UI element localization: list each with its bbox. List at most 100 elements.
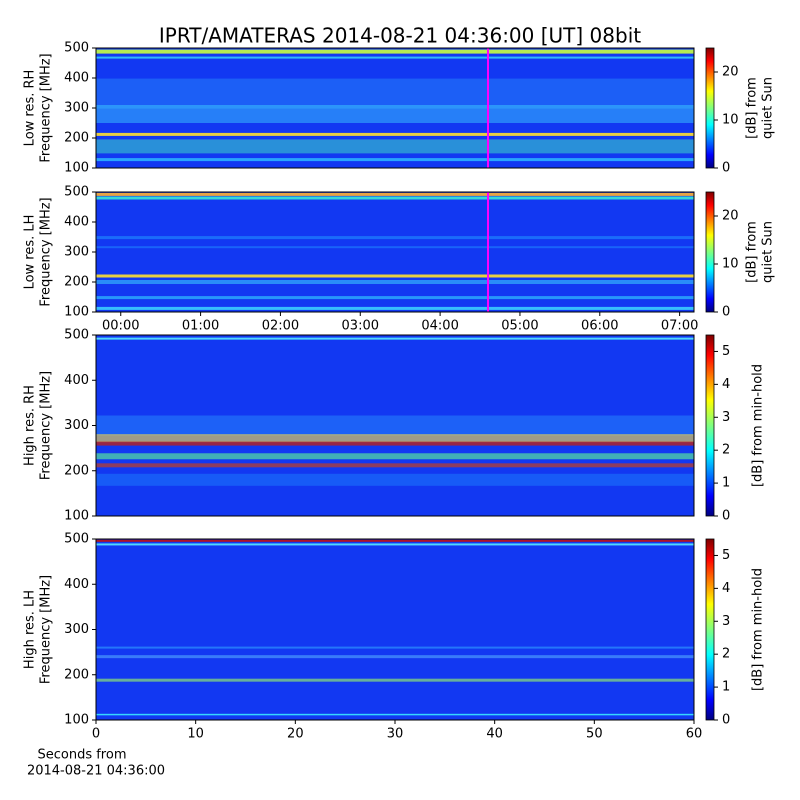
colorbar-label: [dB] from min-hold <box>751 568 766 691</box>
spectrogram-band <box>96 337 694 340</box>
y-tick-label: 300 <box>64 622 89 637</box>
spectrogram <box>96 335 694 516</box>
x-tick-label: 00:00 <box>102 319 139 334</box>
y-tick-label: 500 <box>64 532 89 547</box>
spectrogram-band <box>96 306 694 310</box>
spectrogram-band <box>96 158 694 162</box>
colorbar-tick-label: 3 <box>722 614 730 629</box>
y-axis-label: Frequency [MHz] <box>39 197 54 306</box>
y-axis-label: High res. LH <box>23 590 38 669</box>
spectrogram-band <box>96 646 694 649</box>
x-tick-label: 01:00 <box>182 319 219 334</box>
colorbar-label: quiet Sun <box>761 77 776 139</box>
colorbar-tick-label: 0 <box>722 713 730 728</box>
colorbar-tick-label: 20 <box>722 209 739 224</box>
colorbar-tick-label: 1 <box>722 680 730 695</box>
spectrogram-band <box>96 463 694 468</box>
y-tick-label: 100 <box>64 161 89 176</box>
y-axis-label: Low res. LH <box>23 215 38 290</box>
colorbar <box>705 334 715 517</box>
spectrogram-band <box>96 192 694 196</box>
spectrogram-band <box>96 434 694 443</box>
x-tick-label: 02:00 <box>262 319 299 334</box>
spectrogram-band <box>96 78 694 109</box>
colorbar-tick-label: 2 <box>722 647 730 662</box>
colorbar-tick-label: 3 <box>722 410 730 425</box>
spectrogram-band <box>96 132 694 136</box>
spectrogram-band <box>96 236 694 240</box>
colorbar-tick-label: 5 <box>722 344 730 359</box>
x-tick-label: 04:00 <box>421 319 458 334</box>
spectrogram-band <box>96 280 694 284</box>
colorbar <box>705 538 715 721</box>
spectrogram-band <box>96 246 694 249</box>
x-tick-label: 05:00 <box>501 319 538 334</box>
colorbar-tick-label: 10 <box>722 257 739 272</box>
x-tick-label: 50 <box>586 727 603 742</box>
y-tick-label: 100 <box>64 509 89 524</box>
y-axis-label: High res. RH <box>23 385 38 466</box>
y-tick-label: 500 <box>64 328 89 343</box>
x-tick-label: 06:00 <box>581 319 618 334</box>
colorbar-tick-label: 2 <box>722 443 730 458</box>
spectrogram-band <box>96 296 694 300</box>
y-tick-label: 200 <box>64 275 89 290</box>
spectrogram <box>96 539 694 720</box>
y-tick-label: 400 <box>64 577 89 592</box>
colorbar-tick-label: 4 <box>722 581 730 596</box>
spectrogram-band <box>96 713 694 716</box>
y-tick-label: 200 <box>64 463 89 478</box>
spectrogram-band <box>96 56 694 59</box>
colorbar-label: [dB] from <box>745 221 760 283</box>
spectrogram-band <box>96 415 694 436</box>
x-tick-label: 60 <box>686 727 703 742</box>
spectrogram-band <box>96 678 694 682</box>
colorbar-tick-label: 4 <box>722 377 730 392</box>
spectrogram-band <box>96 539 694 542</box>
spectrogram-band <box>96 49 694 54</box>
y-tick-label: 200 <box>64 667 89 682</box>
x-axis-label: 2014-08-21 04:36:00 <box>27 764 165 779</box>
y-tick-label: 500 <box>64 41 89 56</box>
x-tick-label: 20 <box>287 727 304 742</box>
x-tick-label: 07:00 <box>661 319 698 334</box>
colorbar-label: quiet Sun <box>761 221 776 283</box>
colorbar-tick-label: 1 <box>722 476 730 491</box>
x-tick-label: 0 <box>92 727 100 742</box>
y-tick-label: 400 <box>64 71 89 86</box>
colorbar-tick-label: 5 <box>722 548 730 563</box>
y-tick-label: 100 <box>64 713 89 728</box>
y-tick-label: 300 <box>64 245 89 260</box>
spectrogram-band <box>96 543 694 546</box>
y-axis-label: Frequency [MHz] <box>39 53 54 162</box>
spectrogram-band <box>96 196 694 200</box>
figure-title: IPRT/AMATERAS 2014-08-21 04:36:00 [UT] 0… <box>159 24 641 48</box>
x-tick-label: 03:00 <box>342 319 379 334</box>
spectrogram-band <box>96 441 694 446</box>
spectrogram-band <box>96 139 694 154</box>
y-tick-label: 200 <box>64 131 89 146</box>
spectrogram-band <box>96 655 694 659</box>
spectrogram-band <box>96 473 694 486</box>
y-tick-label: 400 <box>64 373 89 388</box>
spectrogram-band <box>96 105 694 123</box>
spectrogram <box>96 192 694 312</box>
x-tick-label: 40 <box>486 727 503 742</box>
x-tick-label: 10 <box>187 727 204 742</box>
colorbar-tick-label: 0 <box>722 509 730 524</box>
y-tick-label: 100 <box>64 305 89 320</box>
y-axis-label: Frequency [MHz] <box>39 575 54 684</box>
spectrogram-band <box>96 274 694 278</box>
x-tick-label: 30 <box>387 727 404 742</box>
y-axis-label: Frequency [MHz] <box>39 371 54 480</box>
y-tick-label: 400 <box>64 215 89 230</box>
colorbar-tick-label: 20 <box>722 65 739 80</box>
y-tick-label: 500 <box>64 185 89 200</box>
colorbar-label: [dB] from min-hold <box>751 364 766 487</box>
colorbar-label: [dB] from <box>745 77 760 139</box>
colorbar <box>705 47 715 169</box>
y-tick-label: 300 <box>64 418 89 433</box>
x-axis-label: Seconds from <box>37 748 126 763</box>
spectrogram-band <box>96 453 694 460</box>
